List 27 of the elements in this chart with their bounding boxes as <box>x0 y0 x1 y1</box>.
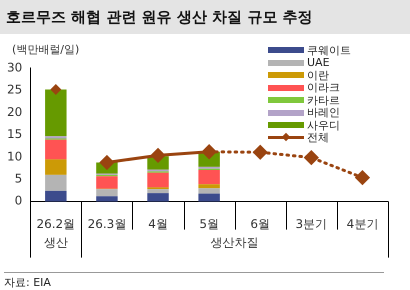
text: 자료: EIA <box>4 272 384 290</box>
y-tick-label: 5 <box>14 171 22 186</box>
y-tick-label: 15 <box>6 127 22 142</box>
chart-title: 호르무즈 해협 관련 원유 생산 차질 규모 추정 <box>0 0 410 34</box>
legend-label: 바레인 <box>307 106 340 120</box>
x-tick-label: 4월 <box>148 216 168 231</box>
legend-label: 카타르 <box>307 93 340 108</box>
legend-label: UAE <box>307 56 330 70</box>
y-tick-label: 25 <box>6 82 22 97</box>
x-tick-label: 4분기 <box>346 216 378 231</box>
legend-label: 사우디 <box>307 118 340 132</box>
y-tick-label: 20 <box>6 104 22 119</box>
y-tick-label: 30 <box>6 60 22 74</box>
x-tick-label: 6월 <box>250 216 270 231</box>
legend-label: 쿠웨이트 <box>307 42 351 58</box>
x-tick-label: 3분기 <box>296 216 328 231</box>
legend-label: 이라크 <box>307 81 340 96</box>
x-tick-label: 26.2월 <box>36 216 76 231</box>
text: 생산차질 <box>210 236 259 250</box>
legend-label: 전체 <box>307 131 329 146</box>
x-tick-label: 26.3월 <box>88 216 126 231</box>
legend-label: 이란 <box>307 68 329 82</box>
x-tick-label: 5월 <box>199 216 219 231</box>
y-tick-label: 10 <box>6 149 22 164</box>
y-axis-title: (백만배럴/일) <box>12 42 80 57</box>
text: 생산 <box>44 236 68 250</box>
y-tick-label: 0 <box>14 194 22 208</box>
